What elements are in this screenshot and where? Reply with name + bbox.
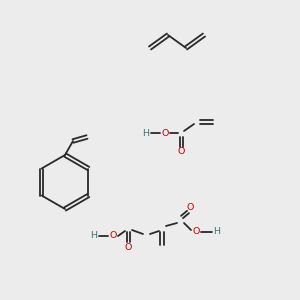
Text: H: H [91,232,98,241]
Text: O: O [186,202,194,211]
Text: O: O [161,128,169,137]
Text: O: O [109,232,117,241]
Text: O: O [192,227,200,236]
Text: H: H [214,227,220,236]
Text: O: O [177,148,185,157]
Text: O: O [124,242,132,251]
Text: H: H [142,128,149,137]
